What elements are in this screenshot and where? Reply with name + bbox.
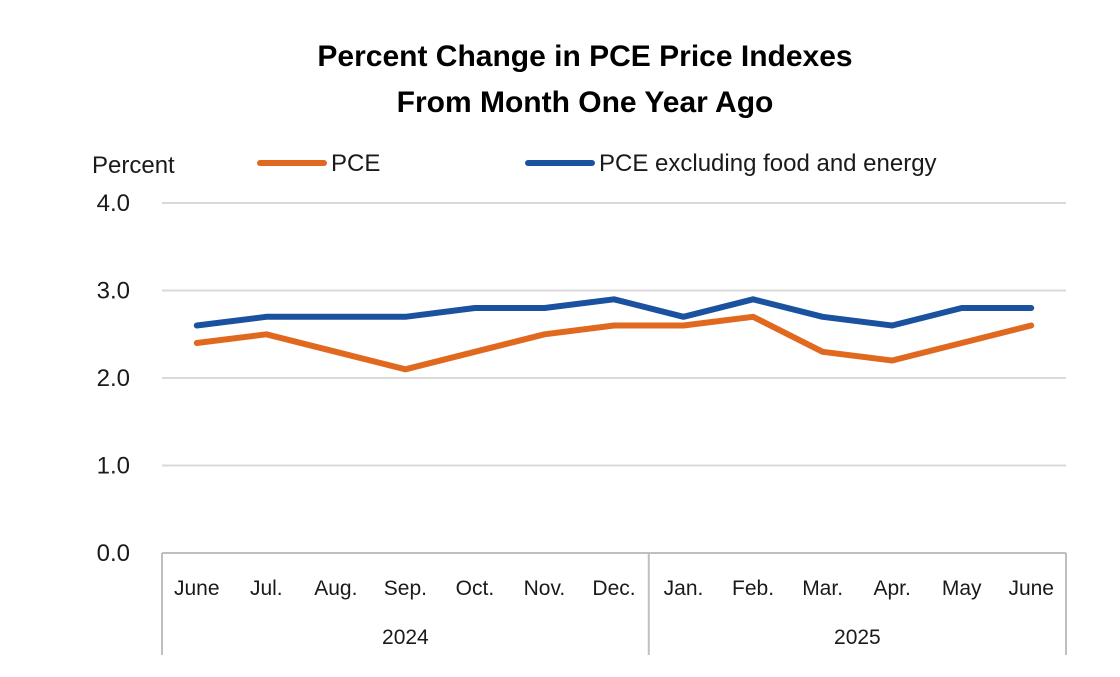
x-tick-label: Jan. (664, 577, 704, 600)
x-tick-label: June (1008, 577, 1054, 600)
grid (162, 202, 1066, 467)
x-group-label: 2025 (834, 626, 881, 649)
legend: PCE PCE excluding food and energy (257, 150, 937, 177)
x-tick-label: Apr. (873, 577, 910, 600)
x-axis: June Jul. Aug. Sep. Oct. Nov. Dec. Jan. Feb. Mar.… (161, 552, 1067, 655)
chart-title: Percent Change in PCE Price Indexes (317, 40, 852, 73)
x-tick-label: Nov. (524, 577, 566, 600)
legend-label-core-pce: PCE excluding food and energy (599, 150, 937, 177)
x-group-label: 2024 (382, 626, 429, 649)
y-axis-ticks: 4.0 3.0 2.0 1.0 0.0 (97, 190, 130, 567)
x-tick-label: Oct. (456, 577, 495, 600)
legend-label-pce: PCE (331, 150, 380, 177)
x-tick-label: Feb. (732, 577, 774, 600)
chart-subtitle: From Month One Year Ago (397, 86, 774, 119)
x-tick-label: Mar. (802, 577, 843, 600)
y-tick-label: 1.0 (97, 453, 130, 480)
x-tick-label: Jul. (250, 577, 283, 600)
x-tick-label: May (942, 577, 982, 600)
y-tick-label: 0.0 (97, 540, 130, 567)
y-tick-label: 4.0 (97, 190, 130, 217)
series-lines (193, 296, 1035, 373)
y-axis-label: Percent (92, 152, 175, 179)
y-tick-label: 3.0 (97, 278, 130, 305)
y-tick-label: 2.0 (97, 365, 130, 392)
series-line-core-pce (193, 296, 1035, 329)
x-tick-label: Aug. (314, 577, 357, 600)
x-tick-label: Dec. (592, 577, 635, 600)
x-tick-label: Sep. (384, 577, 427, 600)
series-line-pce (193, 313, 1035, 373)
x-tick-label: June (174, 577, 220, 600)
